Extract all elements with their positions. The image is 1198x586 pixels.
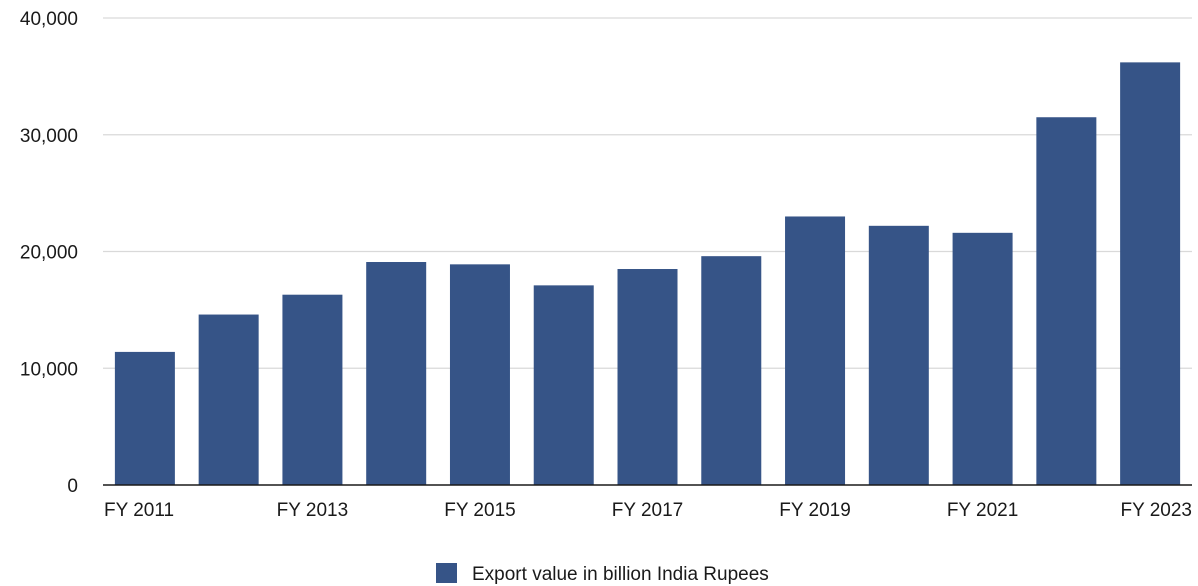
y-tick-label: 40,000: [20, 9, 78, 30]
x-axis-tick-labels: FY 2011 FY 2013 FY 2015 FY 2017 FY 2019 FY 20…: [104, 500, 1192, 521]
bar: [449, 264, 510, 485]
bar: [533, 285, 594, 485]
x-tick-label: FY 2011: [104, 500, 174, 521]
bar: [1120, 62, 1181, 486]
y-tick-label: 20,000: [20, 243, 78, 264]
y-axis-tick-labels: 0 10,000 20,000 30,000 40,000: [20, 9, 78, 497]
bar: [282, 294, 343, 485]
legend: Export value in billion India Rupees: [436, 563, 769, 585]
bar: [701, 256, 762, 485]
x-tick-label: FY 2013: [277, 500, 348, 521]
x-tick-label: FY 2015: [444, 500, 515, 521]
x-tick-label: FY 2017: [612, 500, 683, 521]
y-tick-label: 30,000: [20, 126, 78, 147]
x-tick-label: FY 2021: [947, 500, 1018, 521]
bar: [868, 225, 929, 485]
x-tick-label: FY 2019: [779, 500, 850, 521]
bar: [785, 216, 846, 485]
y-tick-label: 10,000: [20, 359, 78, 380]
x-tick-label: FY 2023: [1121, 500, 1192, 521]
bar: [617, 269, 678, 485]
bar: [198, 314, 259, 485]
bars: [114, 62, 1181, 486]
y-tick-label: 0: [67, 476, 78, 497]
bar: [366, 262, 427, 485]
bar: [952, 232, 1013, 485]
bar: [1036, 117, 1097, 486]
legend-label: Export value in billion India Rupees: [472, 564, 769, 585]
bar: [114, 351, 175, 485]
legend-swatch: [436, 563, 457, 583]
